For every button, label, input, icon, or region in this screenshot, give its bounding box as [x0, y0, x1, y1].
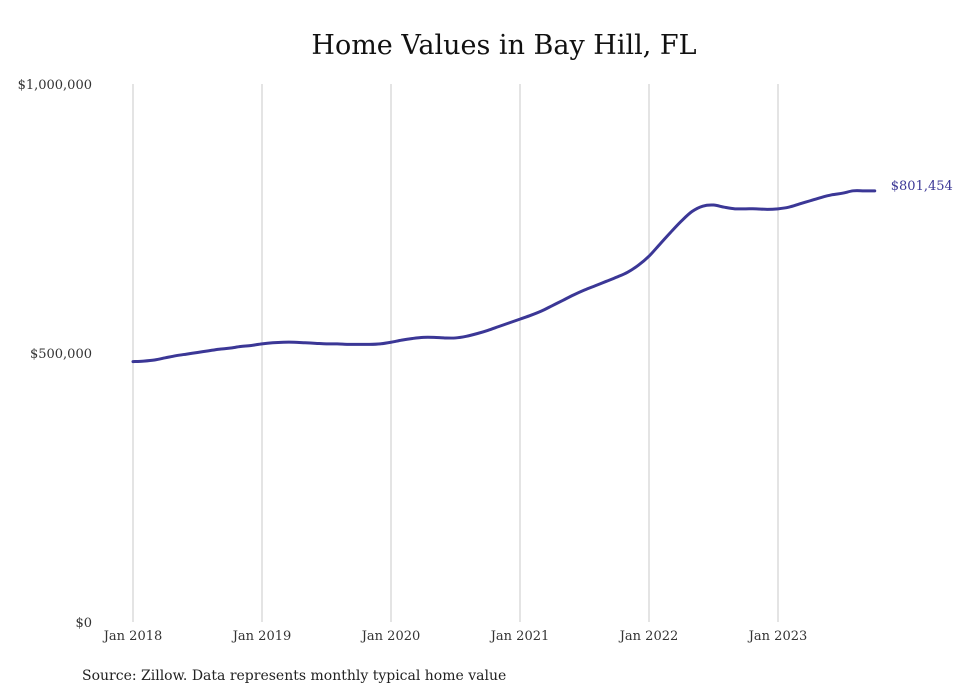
- y-tick-label: $0: [75, 616, 92, 631]
- grid-lines: [132, 84, 779, 622]
- x-axis-ticks: Jan 2018 Jan 2019 Jan 2020 Jan 2021 Jan 2022…: [102, 629, 808, 644]
- series-line: [131, 189, 877, 364]
- x-tick-label: Jan 2019: [231, 629, 292, 644]
- end-value-label: $801,454: [891, 179, 953, 194]
- chart-title: Home Values in Bay Hill, FL: [311, 30, 697, 61]
- series-layer: $801,454: [131, 179, 953, 364]
- x-tick-label: Jan 2020: [360, 629, 421, 644]
- x-tick-label: Jan 2018: [102, 629, 163, 644]
- source-note: Source: Zillow. Data represents monthly …: [82, 668, 507, 684]
- y-axis-ticks: $0 $500,000 $1,000,000: [18, 78, 92, 631]
- y-tick-label: $1,000,000: [18, 78, 92, 93]
- x-tick-label: Jan 2023: [747, 629, 808, 644]
- x-tick-label: Jan 2022: [618, 629, 679, 644]
- x-tick-label: Jan 2021: [489, 629, 550, 644]
- y-tick-label: $500,000: [30, 347, 92, 362]
